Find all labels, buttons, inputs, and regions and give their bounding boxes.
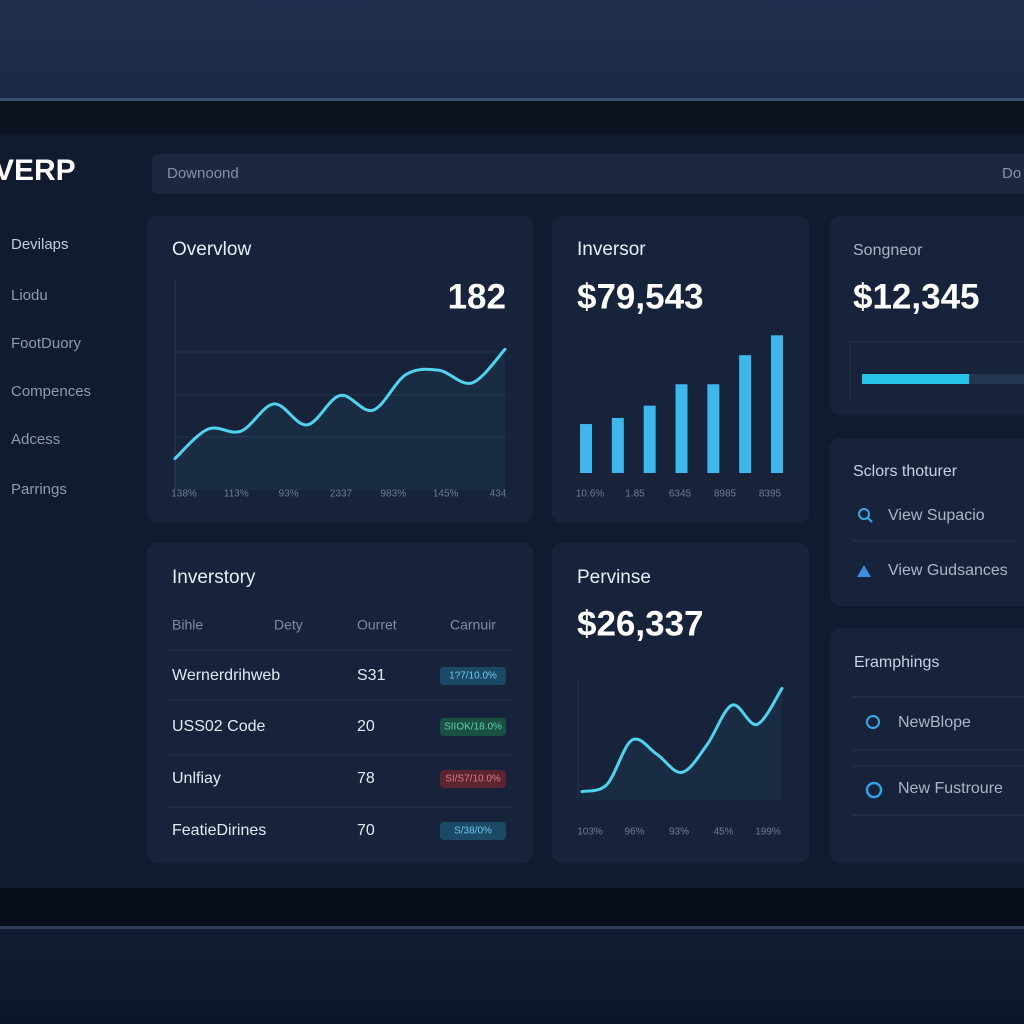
card-title: Pervinse [577, 567, 651, 588]
bar [675, 384, 688, 473]
badge [440, 667, 506, 685]
card [830, 628, 1024, 863]
nav-item[interactable]: Compences [11, 383, 91, 400]
card [552, 216, 809, 523]
badge [440, 822, 506, 840]
table-header: Bihle [172, 617, 203, 633]
icon [865, 781, 883, 799]
search-icon [858, 508, 870, 520]
badge [440, 718, 506, 736]
link[interactable]: NewBlope [898, 714, 971, 731]
axis-label: 983% [381, 489, 407, 500]
card-title: Overvlow [172, 239, 251, 260]
icon [857, 565, 871, 577]
table-header: Ourret [357, 617, 397, 633]
card [830, 438, 1024, 606]
bezel-top [0, 101, 1024, 135]
axis-label: 113% [224, 489, 249, 500]
cell: 70 [357, 822, 375, 839]
card [147, 216, 533, 523]
axis-label: 45% [713, 827, 733, 838]
card [552, 543, 809, 863]
axis-label: 93% [669, 827, 689, 838]
card-title: Sclors thoturer [853, 463, 958, 480]
nav-item[interactable]: FootDuory [11, 335, 82, 352]
inversor-chart: 10.6% 1.85 6345 8985 8395 [576, 335, 783, 500]
bar [771, 335, 783, 473]
bar [611, 417, 624, 473]
axis-label: 103% [577, 827, 603, 838]
card-value: 182 [448, 277, 506, 316]
cell: FeatieDirines [172, 822, 266, 839]
axis-label: 145% [433, 489, 459, 500]
nav-item[interactable]: Devilaps [11, 236, 69, 253]
bar [643, 405, 656, 473]
badge-text: 1?7/10.0% [449, 671, 497, 682]
axis-label: 1.85 [625, 489, 645, 500]
line-area [175, 349, 505, 490]
axis-label: 138% [171, 489, 197, 500]
overview-chart: 138% 113% 93% 2337 983% 145% 434 [171, 347, 507, 500]
axis-label: 8985 [714, 489, 737, 500]
search-placeholder: Downoond [167, 165, 239, 182]
axis-label: 2337 [330, 489, 353, 500]
link[interactable]: View Gudsances [888, 562, 1008, 579]
nav-item[interactable]: Parrings [11, 481, 67, 498]
card-value: $12,345 [853, 277, 980, 316]
icon [866, 715, 880, 729]
badge [440, 770, 506, 788]
line [580, 686, 784, 794]
bottom-edge [0, 926, 1024, 929]
top-edge [0, 98, 1024, 101]
brand: VERP [0, 154, 76, 187]
card [830, 216, 1024, 415]
search-bar[interactable] [152, 154, 1024, 194]
cell: Unlfiay [172, 770, 221, 787]
badge-text: SI/S7/10.0% [445, 774, 501, 785]
line-area [582, 688, 782, 800]
top-band [0, 0, 1024, 100]
axis-label: 8395 [759, 489, 782, 500]
nav-item[interactable]: Adcess [11, 431, 60, 448]
table-header: Dety [274, 617, 303, 633]
progress [862, 374, 1024, 384]
card-value: $79,543 [577, 277, 704, 316]
nav-item[interactable]: Liodu [11, 287, 48, 304]
card-title: Inverstory [172, 567, 256, 588]
search-right: Do [1002, 165, 1021, 182]
axis-label: 10.6% [576, 489, 604, 500]
cell: 78 [357, 770, 375, 787]
card-title: Eramphings [854, 654, 939, 671]
axis-label: 434 [490, 489, 507, 500]
table-header: Carnuir [450, 617, 496, 633]
search-icon [867, 517, 873, 523]
cell: USS02 Code [172, 718, 265, 735]
link[interactable]: New Fustroure [898, 780, 1003, 797]
bar [580, 424, 592, 473]
badge-text: SIIOK/18.0% [444, 722, 502, 733]
card [147, 543, 533, 863]
card-title: Songneor [853, 242, 923, 259]
card-value: $26,337 [577, 604, 704, 643]
progress-fill [862, 374, 970, 384]
cell: Wernerdrihweb [172, 667, 280, 684]
link[interactable]: View Supacio [888, 507, 985, 524]
bar [739, 355, 752, 473]
bar [707, 384, 720, 473]
bezel-bottom [0, 888, 1024, 926]
axis-label: 93% [279, 489, 299, 500]
axis-label: 199% [755, 827, 781, 838]
pervinse-chart: 103% 96% 93% 45% 199% [577, 686, 784, 838]
cell: S31 [357, 667, 386, 684]
axis-label: 96% [624, 827, 644, 838]
line [173, 347, 507, 460]
axis-label: 6345 [669, 489, 692, 500]
bottom-band [0, 929, 1024, 1024]
badge-text: S/38/0% [454, 826, 492, 837]
table: Bihle Dety Ourret Carnuir Wernerdrihweb S31 1?… [168, 617, 512, 840]
card-title: Inversor [577, 239, 646, 260]
cell: 20 [357, 718, 375, 735]
